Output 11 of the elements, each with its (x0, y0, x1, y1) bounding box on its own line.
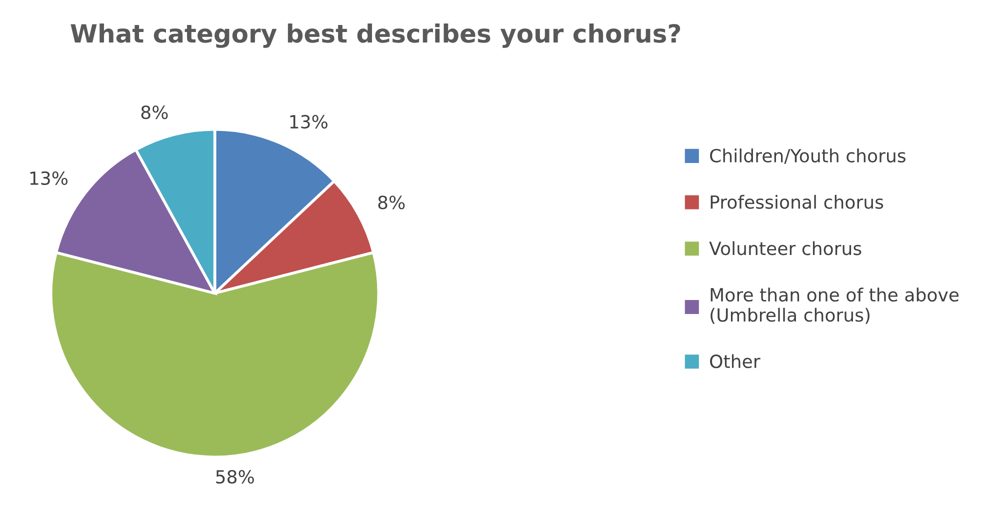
legend-label: Volunteer chorus (709, 241, 862, 256)
data-label: 58% (216, 470, 254, 484)
chart-title: What category best describes your chorus? (70, 24, 680, 48)
data-label: 8% (141, 106, 168, 120)
legend-label: More than one of the above (Umbrella chorus) (710, 288, 959, 324)
data-label: 13% (290, 114, 328, 129)
data-label: 8% (378, 196, 405, 210)
data-label: 13% (30, 171, 68, 186)
legend-label: Professional chorus (710, 194, 884, 209)
legend-label: Other (710, 354, 760, 368)
legend-label: Children/Youth chorus (710, 148, 906, 164)
